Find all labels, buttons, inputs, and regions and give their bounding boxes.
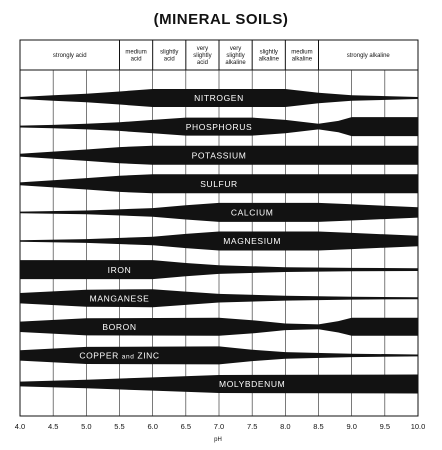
band-label: CALCIUM: [231, 208, 273, 218]
header-zone-label: very slightly acid: [193, 46, 211, 66]
band-label: IRON: [108, 265, 132, 275]
header-zone-line: acid: [131, 57, 142, 63]
band-label: POTASSIUM: [192, 150, 247, 160]
x-tick-label: 4.5: [48, 422, 58, 431]
header-zone-line: slightly: [160, 50, 178, 56]
x-tick-label: 6.0: [147, 422, 157, 431]
band-copper-and-zinc: [20, 346, 418, 365]
x-tick-label: 6.5: [181, 422, 191, 431]
header-zone-line: alkaline: [292, 57, 313, 63]
header-zone-line: acid: [197, 60, 208, 66]
band-label-part: ZINC: [134, 351, 159, 361]
x-tick-label: 5.0: [81, 422, 91, 431]
header-zone-line: slightly: [193, 53, 211, 59]
band-calcium: [20, 202, 418, 222]
header-zone-label: very slightly alkaline: [225, 46, 246, 66]
chart-title: (MINERAL SOILS): [154, 11, 289, 28]
band-label: NITROGEN: [194, 93, 244, 103]
band-label: MOLYBDENUM: [219, 379, 285, 389]
band-phosphorus: [20, 117, 418, 137]
header-zone-line: alkaline: [225, 60, 246, 66]
band-magnesium: [20, 231, 418, 251]
header-zone-line: slightly: [226, 53, 244, 59]
header-zone-line: strongly acid: [53, 53, 87, 59]
header-zone-label: slightly alkaline: [259, 50, 280, 63]
x-axis-label: pH: [214, 437, 222, 443]
band-nitrogen: [20, 89, 418, 107]
band-label-part: COPPER: [79, 351, 121, 361]
band-label: COPPER and ZINC: [79, 351, 159, 361]
band-label: MAGNESIUM: [223, 236, 281, 246]
header-zone-line: very: [197, 46, 208, 52]
band-label: PHOSPHORUS: [186, 122, 252, 132]
band-molybdenum: [20, 374, 418, 394]
band-label: SULFUR: [200, 179, 238, 189]
band-sulfur: [20, 174, 418, 194]
x-tick-label: 8.5: [313, 422, 323, 431]
x-tick-label: 4.0: [15, 422, 25, 431]
nutrient-bands: NITROGEN PHOSPHORUS POTASSIUM SULFUR CALCIUM…: [20, 89, 418, 394]
x-tick-label: 10.0: [411, 422, 426, 431]
header-zone-line: very: [230, 46, 241, 52]
x-tick-label: 9.0: [346, 422, 356, 431]
header-zone-label: slightly acid: [160, 50, 178, 63]
header-zone-line: slightly: [260, 50, 278, 56]
header-zone-label: medium alkaline: [291, 50, 313, 63]
header-zone-line: medium: [291, 50, 312, 56]
x-tick-label: 7.5: [247, 422, 257, 431]
x-tick-label: 7.0: [214, 422, 224, 431]
ph-axis: 4.0 4.5 5.0 5.5 6.0 6.5 7.0 7.5 8.0 8.5 9.0 9.5 10.0: [15, 422, 426, 431]
x-tick-label: 5.5: [114, 422, 124, 431]
band-label-part: and: [122, 354, 135, 361]
header-zone-line: alkaline: [259, 57, 280, 63]
header-zone-line: medium: [125, 50, 146, 56]
header-zone-line: strongly alkaline: [347, 53, 391, 59]
header-zone-label: strongly acid: [53, 53, 87, 59]
band-label: BORON: [102, 322, 136, 332]
band-potassium: [20, 145, 418, 165]
band-iron: [20, 260, 418, 280]
x-tick-label: 8.0: [280, 422, 290, 431]
header-zone-label: medium acid: [125, 50, 146, 63]
x-tick-label: 9.5: [380, 422, 390, 431]
band-manganese: [20, 289, 418, 308]
header-zone-label: strongly alkaline: [347, 53, 391, 59]
header-zone-line: acid: [164, 57, 175, 63]
band-label: MANGANESE: [90, 293, 150, 303]
band-boron: [20, 317, 418, 336]
